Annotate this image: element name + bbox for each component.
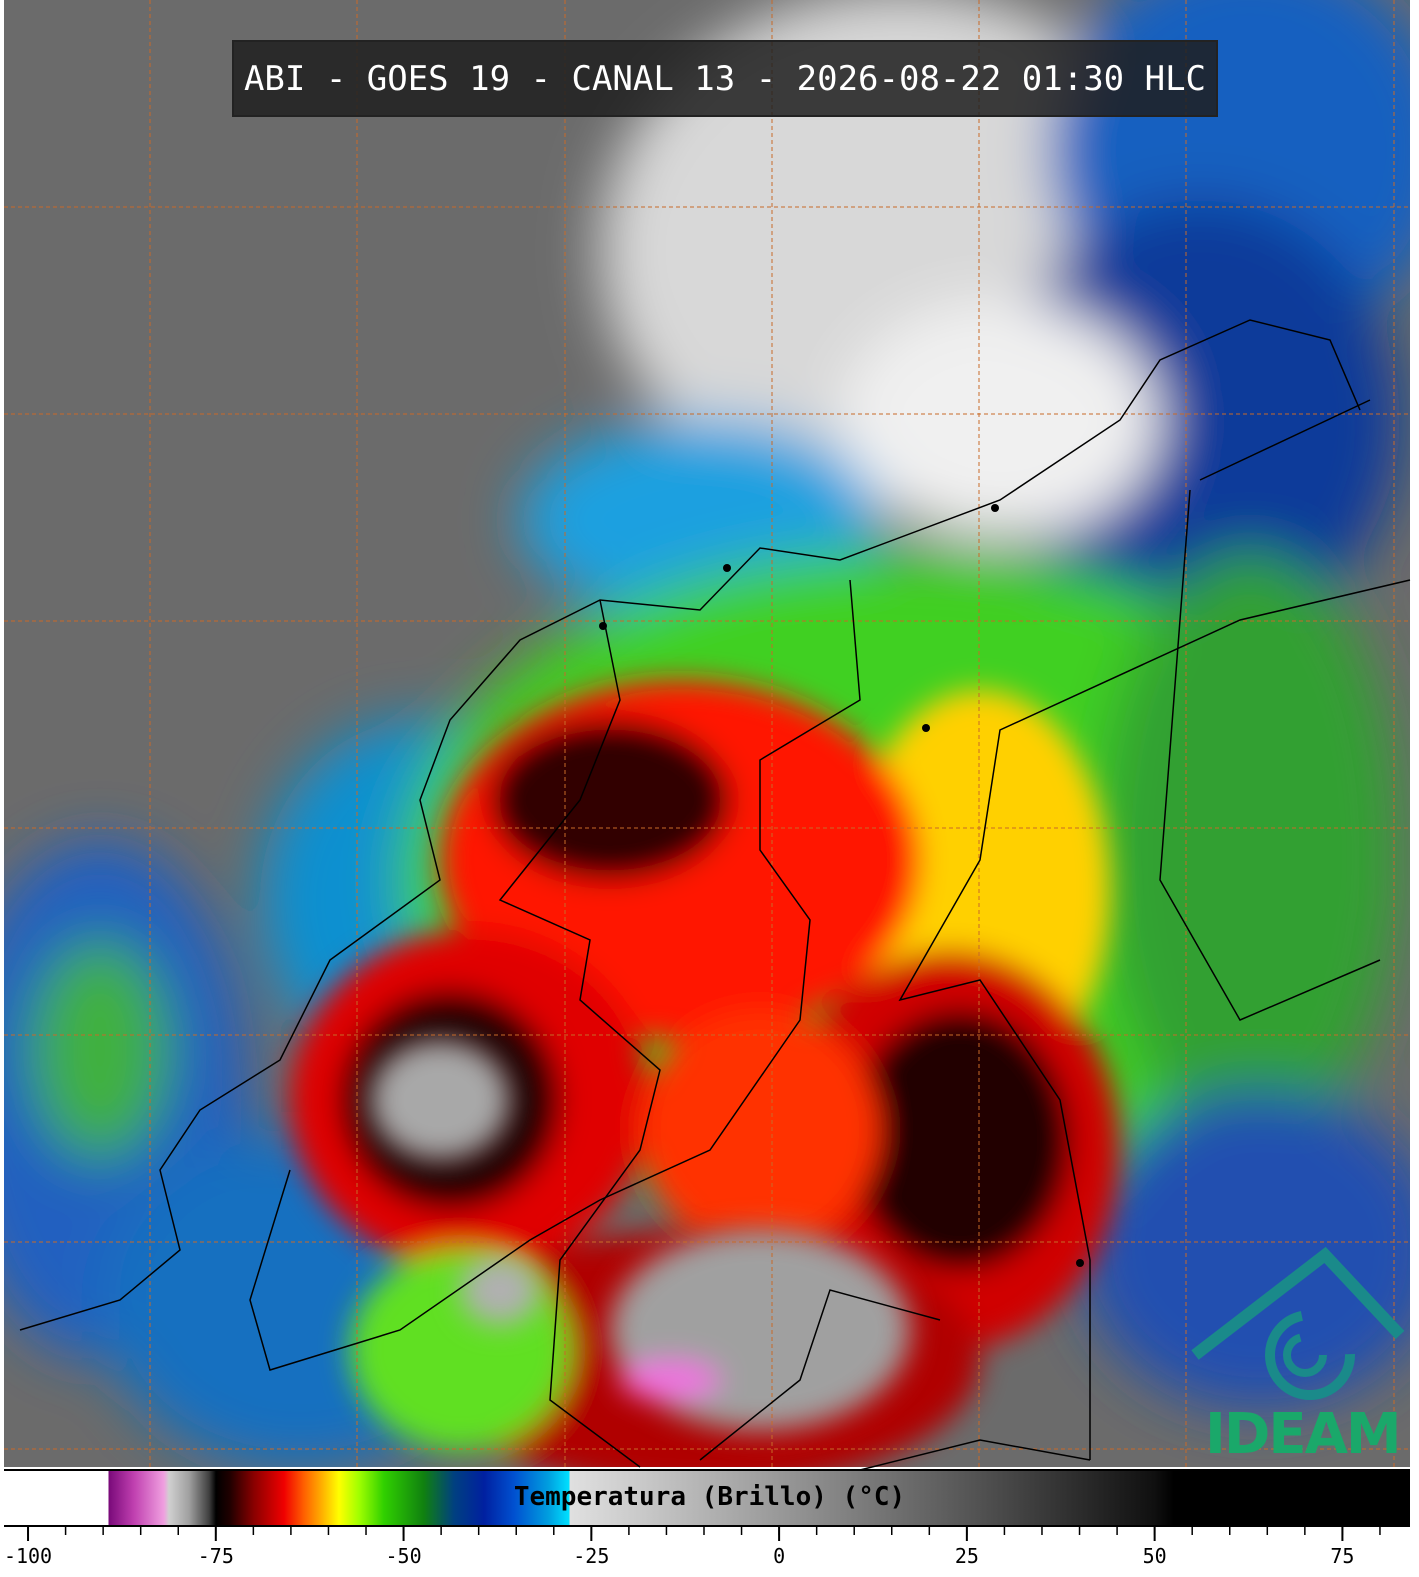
- colorbar: [4, 1469, 1410, 1527]
- logo-text: IDEAM: [1205, 1402, 1402, 1467]
- borders: [19, 319, 1411, 1471]
- title: ABI - GOES 19 - CANAL 13 - 2026-08-22 01…: [232, 40, 1218, 117]
- imagery: [4, 0, 1410, 1467]
- colorbar-label: Temperatura (Brillo) (°C): [513, 1482, 906, 1512]
- logo-icon: [1191, 1246, 1405, 1400]
- graticule: [4, 0, 1410, 1467]
